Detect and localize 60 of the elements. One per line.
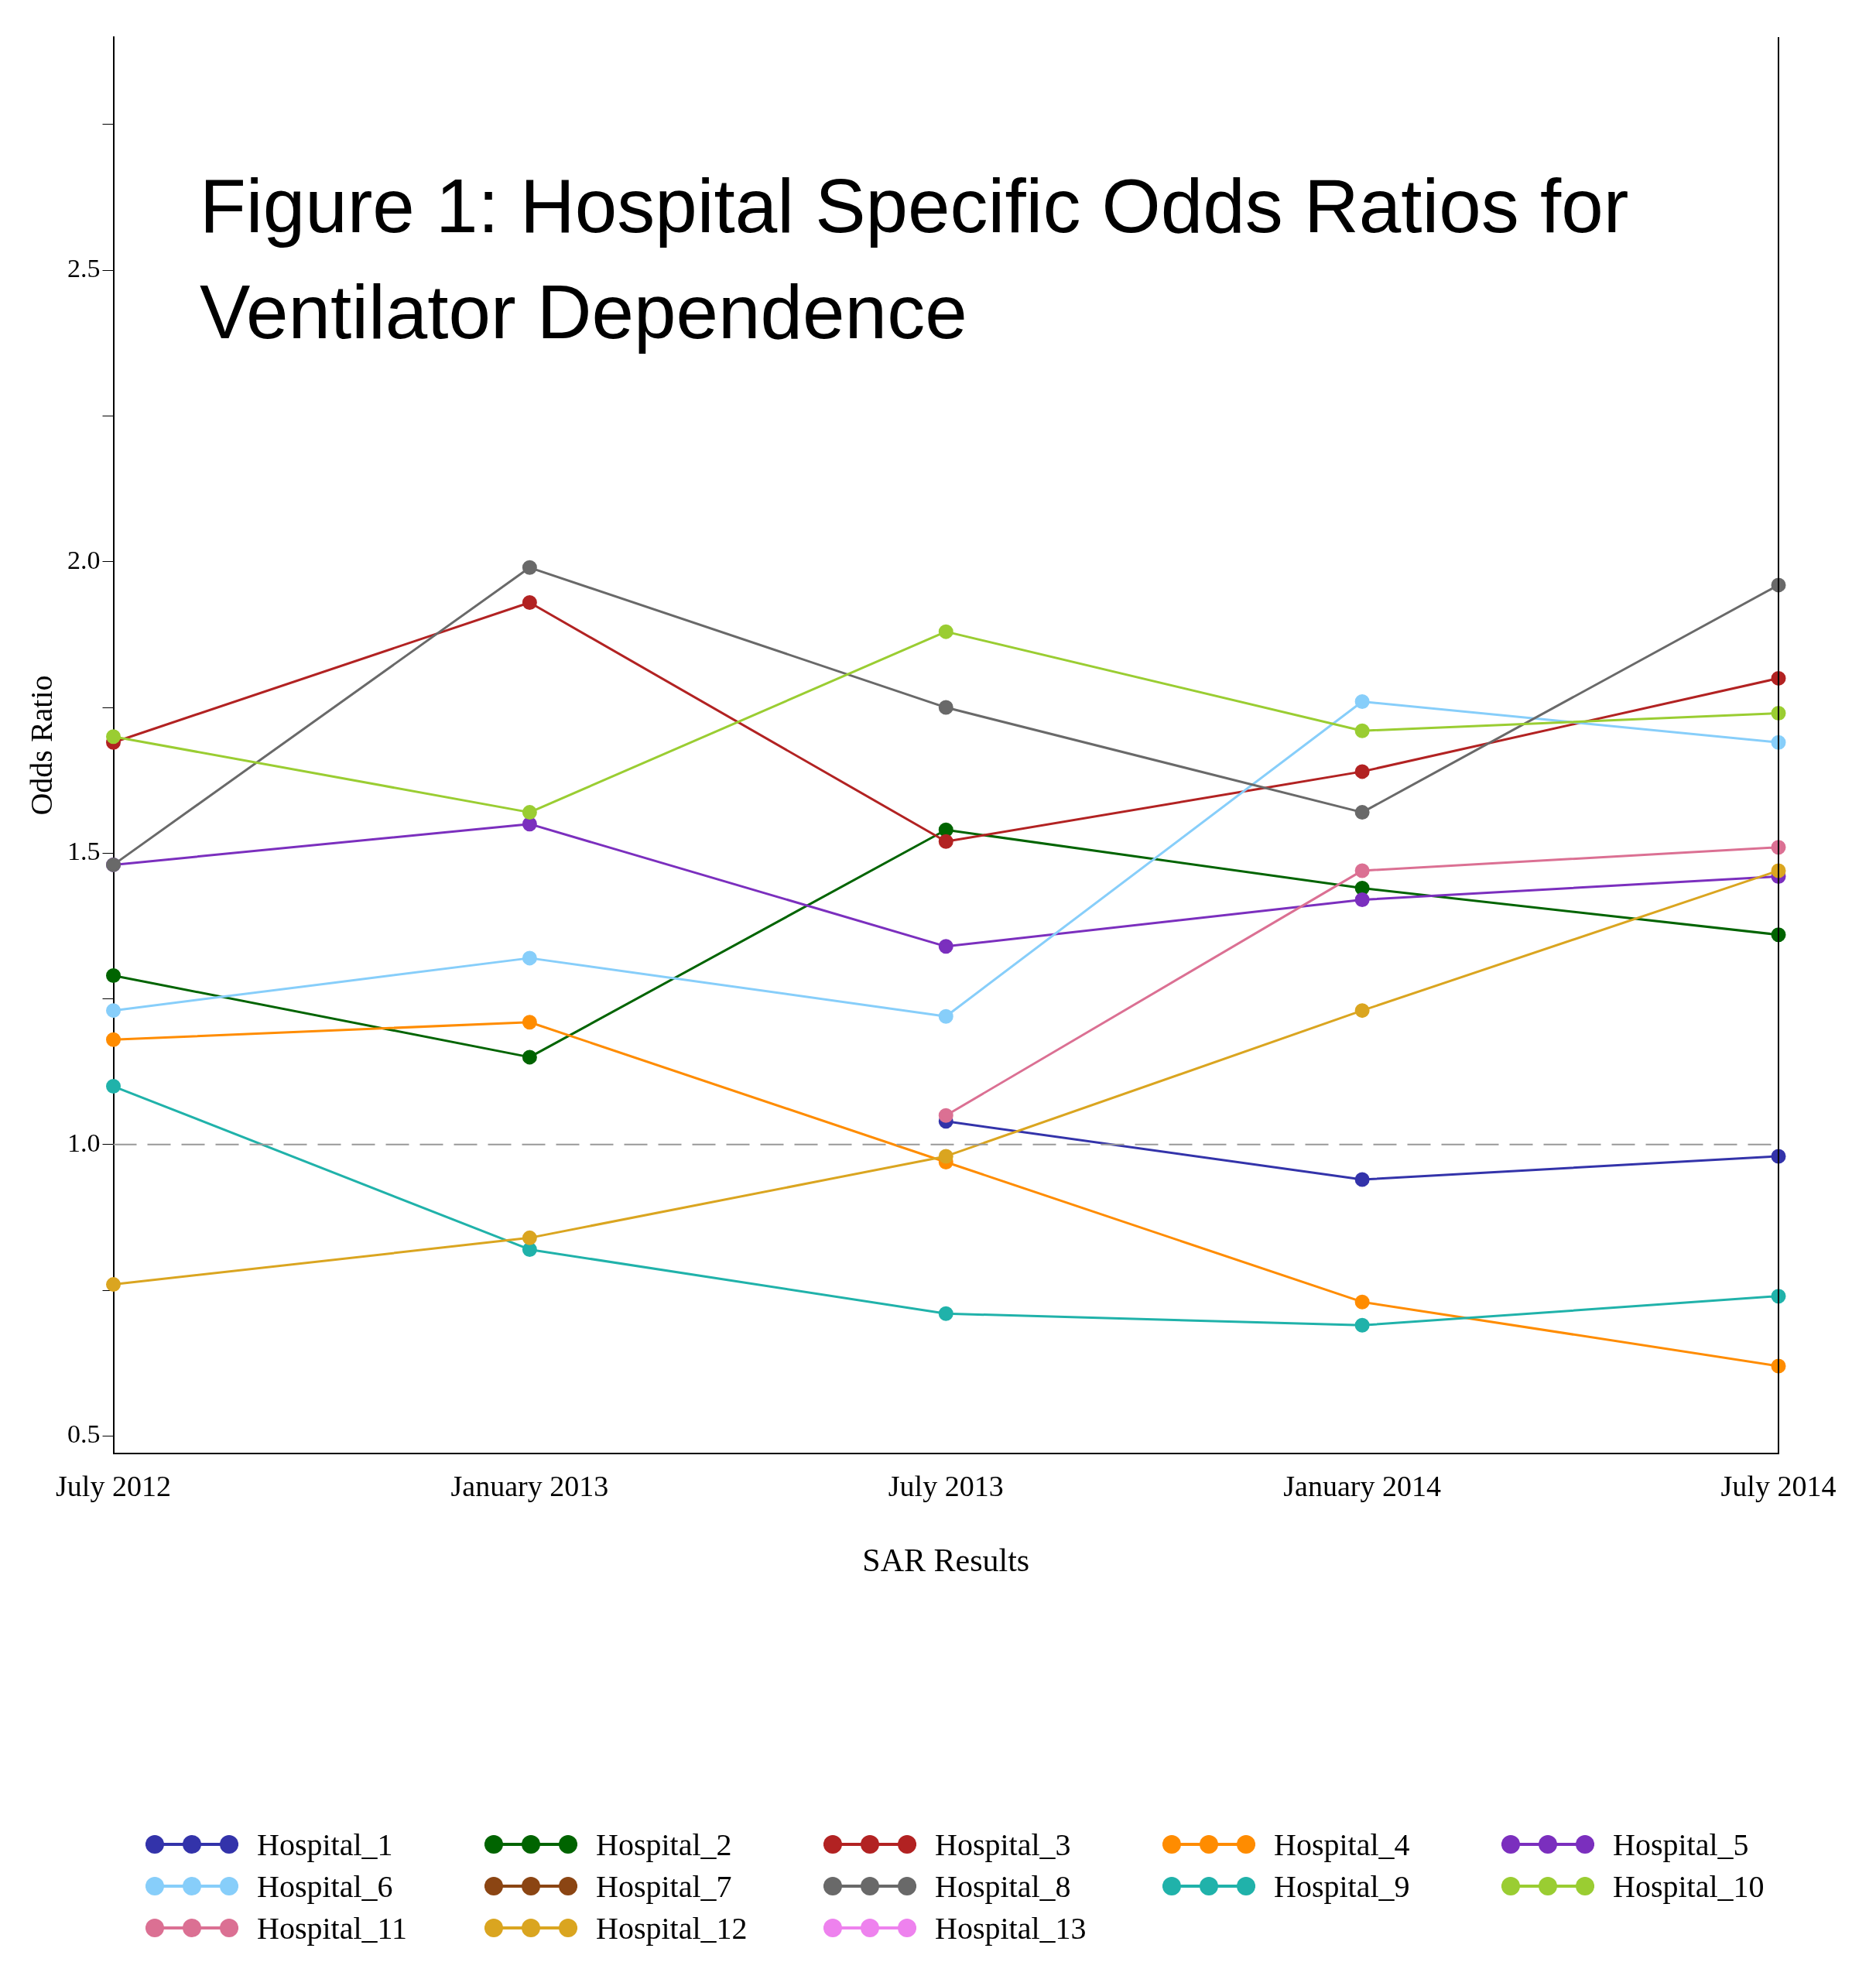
point — [938, 822, 953, 837]
point — [938, 1149, 953, 1164]
point — [938, 834, 953, 849]
point — [522, 817, 537, 832]
point — [938, 1008, 953, 1024]
point — [1354, 892, 1370, 908]
point — [1354, 863, 1370, 878]
legend-label: Hospital_10 — [1613, 1868, 1765, 1905]
point — [1354, 723, 1370, 738]
point — [522, 594, 537, 610]
y-tick-label: 2.0 — [67, 545, 101, 574]
legend-label: Hospital_12 — [596, 1909, 748, 1947]
point — [522, 950, 537, 966]
legend-label: Hospital_13 — [935, 1909, 1087, 1947]
point — [106, 1277, 121, 1293]
point — [522, 560, 537, 575]
y-tick-label: 1.0 — [67, 1128, 101, 1157]
legend-label: Hospital_4 — [1274, 1826, 1410, 1863]
text: Figure 1: Hospital Specific Odds Ratios for Ventilator Dependence — [200, 163, 1630, 357]
point — [1354, 1317, 1370, 1333]
legend-label: Hospital_7 — [596, 1868, 732, 1905]
point — [522, 1015, 537, 1030]
point — [1354, 805, 1370, 820]
point — [522, 1049, 537, 1065]
legend-label: Hospital_8 — [935, 1868, 1071, 1905]
point — [522, 805, 537, 820]
y-axis-title: Odds Ratio — [23, 675, 59, 816]
legend-label: Hospital_2 — [596, 1826, 732, 1863]
point — [106, 1079, 121, 1094]
point — [938, 700, 953, 715]
point — [522, 1230, 537, 1245]
x-axis-title: SAR Results — [862, 1542, 1030, 1578]
y-tick-label: 2.5 — [67, 254, 101, 283]
y-tick-label: 0.5 — [67, 1419, 101, 1449]
point — [938, 1306, 953, 1321]
y-tick-label: 1.5 — [67, 837, 101, 866]
legend-label: Hospital_5 — [1613, 1826, 1749, 1863]
legend-label: Hospital_1 — [257, 1826, 393, 1863]
legend-label: Hospital_11 — [257, 1909, 408, 1947]
point — [1354, 1172, 1370, 1187]
legend-label: Hospital_9 — [1274, 1868, 1410, 1905]
x-tick-label: January 2013 — [450, 1469, 609, 1502]
point — [1354, 1294, 1370, 1310]
point — [1354, 764, 1370, 779]
point — [938, 939, 953, 954]
x-tick-label: January 2014 — [1283, 1469, 1441, 1502]
x-tick-label: July 2013 — [888, 1469, 1004, 1502]
x-tick-label: July 2014 — [1720, 1469, 1837, 1502]
point — [938, 624, 953, 639]
legend-label: Hospital_6 — [257, 1868, 393, 1905]
point — [1354, 1003, 1370, 1019]
x-tick-label: July 2012 — [56, 1469, 171, 1502]
point — [938, 1108, 953, 1123]
legend-label: Hospital_3 — [935, 1826, 1071, 1863]
point — [106, 967, 121, 983]
point — [1354, 694, 1370, 710]
point — [522, 1241, 537, 1257]
point — [106, 1003, 121, 1019]
point — [106, 729, 121, 745]
point — [106, 1032, 121, 1047]
